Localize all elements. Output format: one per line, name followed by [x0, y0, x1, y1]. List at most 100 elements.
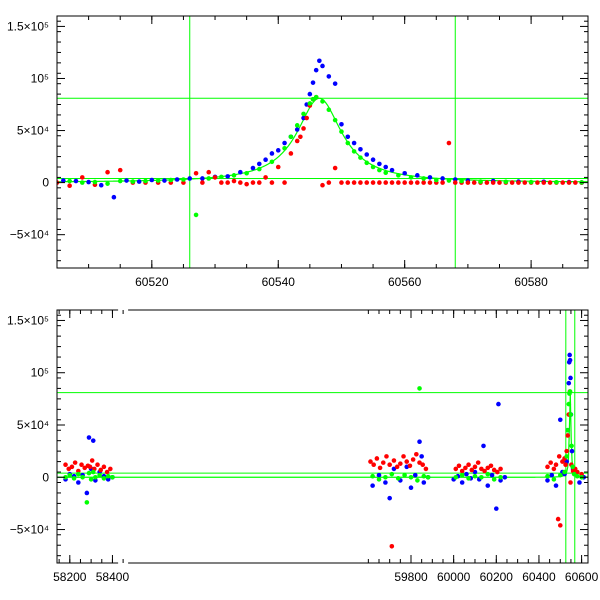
data-point — [417, 386, 422, 391]
data-point — [567, 357, 573, 363]
data-point — [383, 164, 389, 170]
data-point — [73, 178, 79, 184]
data-point — [288, 151, 294, 156]
data-point — [459, 472, 465, 478]
data-point — [528, 179, 534, 185]
data-point — [498, 474, 503, 480]
data-point — [481, 443, 486, 449]
data-point — [408, 485, 414, 491]
data-point — [67, 472, 73, 478]
data-point — [562, 469, 567, 475]
data-point — [568, 375, 573, 381]
data-point — [332, 117, 338, 123]
data-point — [250, 180, 256, 185]
data-point — [117, 178, 123, 184]
data-point — [484, 180, 490, 185]
data-point — [502, 474, 508, 480]
data-series — [67, 94, 584, 218]
data-point — [69, 464, 75, 470]
data-point — [421, 180, 426, 185]
data-point — [496, 401, 501, 407]
data-point — [89, 458, 95, 463]
data-point — [117, 167, 123, 173]
data-point — [301, 115, 306, 121]
data-point — [61, 178, 66, 183]
data-point — [358, 155, 363, 160]
data-point — [364, 152, 370, 157]
data-point — [345, 180, 351, 185]
data-point — [459, 178, 464, 184]
x-tick-label: 58400 — [96, 570, 130, 584]
data-point — [485, 471, 491, 477]
data-point — [88, 477, 94, 482]
data-point — [567, 352, 572, 358]
data-point — [326, 74, 332, 79]
data-point — [304, 115, 309, 121]
axis-frame — [56, 15, 589, 269]
data-point — [200, 180, 205, 185]
data-point — [545, 473, 550, 479]
y-tick-label: 0 — [42, 470, 49, 484]
data-point — [377, 465, 383, 471]
data-point — [313, 94, 319, 100]
data-point — [320, 63, 325, 69]
data-point — [263, 157, 268, 163]
data-point — [174, 177, 180, 182]
data-point — [407, 463, 413, 469]
data-point — [551, 477, 557, 482]
y-tick-label: 10⁵ — [31, 71, 49, 85]
data-point — [294, 123, 300, 128]
data-point — [364, 180, 370, 185]
data-point — [90, 469, 96, 475]
y-tick-label: −5×10⁴ — [10, 523, 49, 537]
data-point — [509, 180, 515, 185]
data-point — [555, 516, 561, 522]
data-point — [358, 146, 363, 152]
data-point — [396, 173, 401, 178]
data-point — [351, 149, 357, 154]
data-point — [494, 506, 499, 511]
data-point — [339, 121, 344, 127]
y-tick-label: 5×10⁴ — [17, 124, 49, 138]
data-point — [560, 180, 566, 185]
data-point — [377, 161, 382, 167]
x-tick-label: 60540 — [262, 275, 296, 289]
data-point — [374, 456, 380, 461]
data-point — [408, 180, 414, 185]
data-point — [553, 483, 559, 488]
data-point — [466, 476, 471, 481]
data-point — [415, 478, 420, 483]
plot-area — [57, 16, 588, 268]
data-point — [351, 140, 357, 146]
data-point — [339, 129, 344, 134]
data-point — [472, 473, 478, 479]
data-point — [79, 180, 85, 185]
data-point — [541, 180, 547, 185]
data-series — [57, 94, 584, 189]
data-point — [459, 468, 465, 474]
data-point — [565, 427, 571, 433]
data-point — [564, 448, 569, 454]
data-point — [244, 170, 249, 176]
x-tick-label: 60600 — [565, 570, 599, 584]
data-point — [387, 462, 392, 468]
data-point — [421, 473, 427, 479]
data-point — [310, 80, 316, 85]
data-point — [463, 465, 468, 471]
data-point — [244, 181, 249, 187]
x-tick-label: 60400 — [522, 570, 556, 584]
data-point — [556, 454, 562, 459]
data-point — [256, 166, 262, 172]
data-point — [282, 140, 287, 146]
x-tick-label: 60560 — [388, 275, 422, 289]
data-point — [402, 170, 407, 176]
data-point — [522, 180, 528, 185]
data-point — [298, 134, 303, 140]
data-point — [384, 454, 389, 459]
data-point — [370, 473, 375, 479]
data-point — [389, 471, 395, 477]
data-point — [71, 476, 77, 481]
data-point — [475, 460, 481, 465]
data-point — [376, 472, 382, 478]
data-point — [423, 466, 429, 472]
